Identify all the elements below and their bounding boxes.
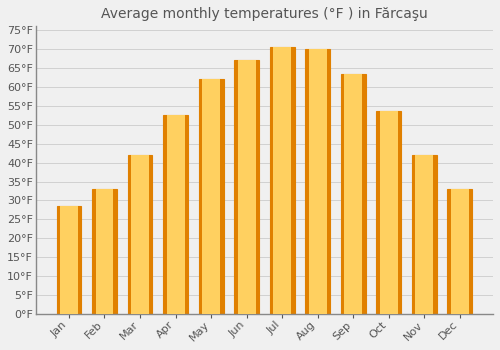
Bar <box>416 155 434 314</box>
Bar <box>270 47 294 314</box>
Bar <box>448 189 472 314</box>
Bar <box>234 60 259 314</box>
Bar <box>376 112 401 314</box>
Bar <box>56 206 82 314</box>
Bar <box>163 115 188 314</box>
Bar <box>238 60 256 314</box>
Bar <box>202 79 220 314</box>
Bar <box>344 74 362 314</box>
Bar <box>198 79 224 314</box>
Bar <box>131 155 149 314</box>
Bar <box>166 115 184 314</box>
Bar <box>60 206 78 314</box>
Bar <box>412 155 436 314</box>
Bar <box>128 155 152 314</box>
Bar <box>341 74 365 314</box>
Bar <box>308 49 326 314</box>
Bar <box>380 112 398 314</box>
Bar <box>306 49 330 314</box>
Bar <box>96 189 114 314</box>
Bar <box>92 189 117 314</box>
Title: Average monthly temperatures (°F ) in Fărcaşu: Average monthly temperatures (°F ) in Fă… <box>101 7 428 21</box>
Bar <box>451 189 469 314</box>
Bar <box>273 47 291 314</box>
